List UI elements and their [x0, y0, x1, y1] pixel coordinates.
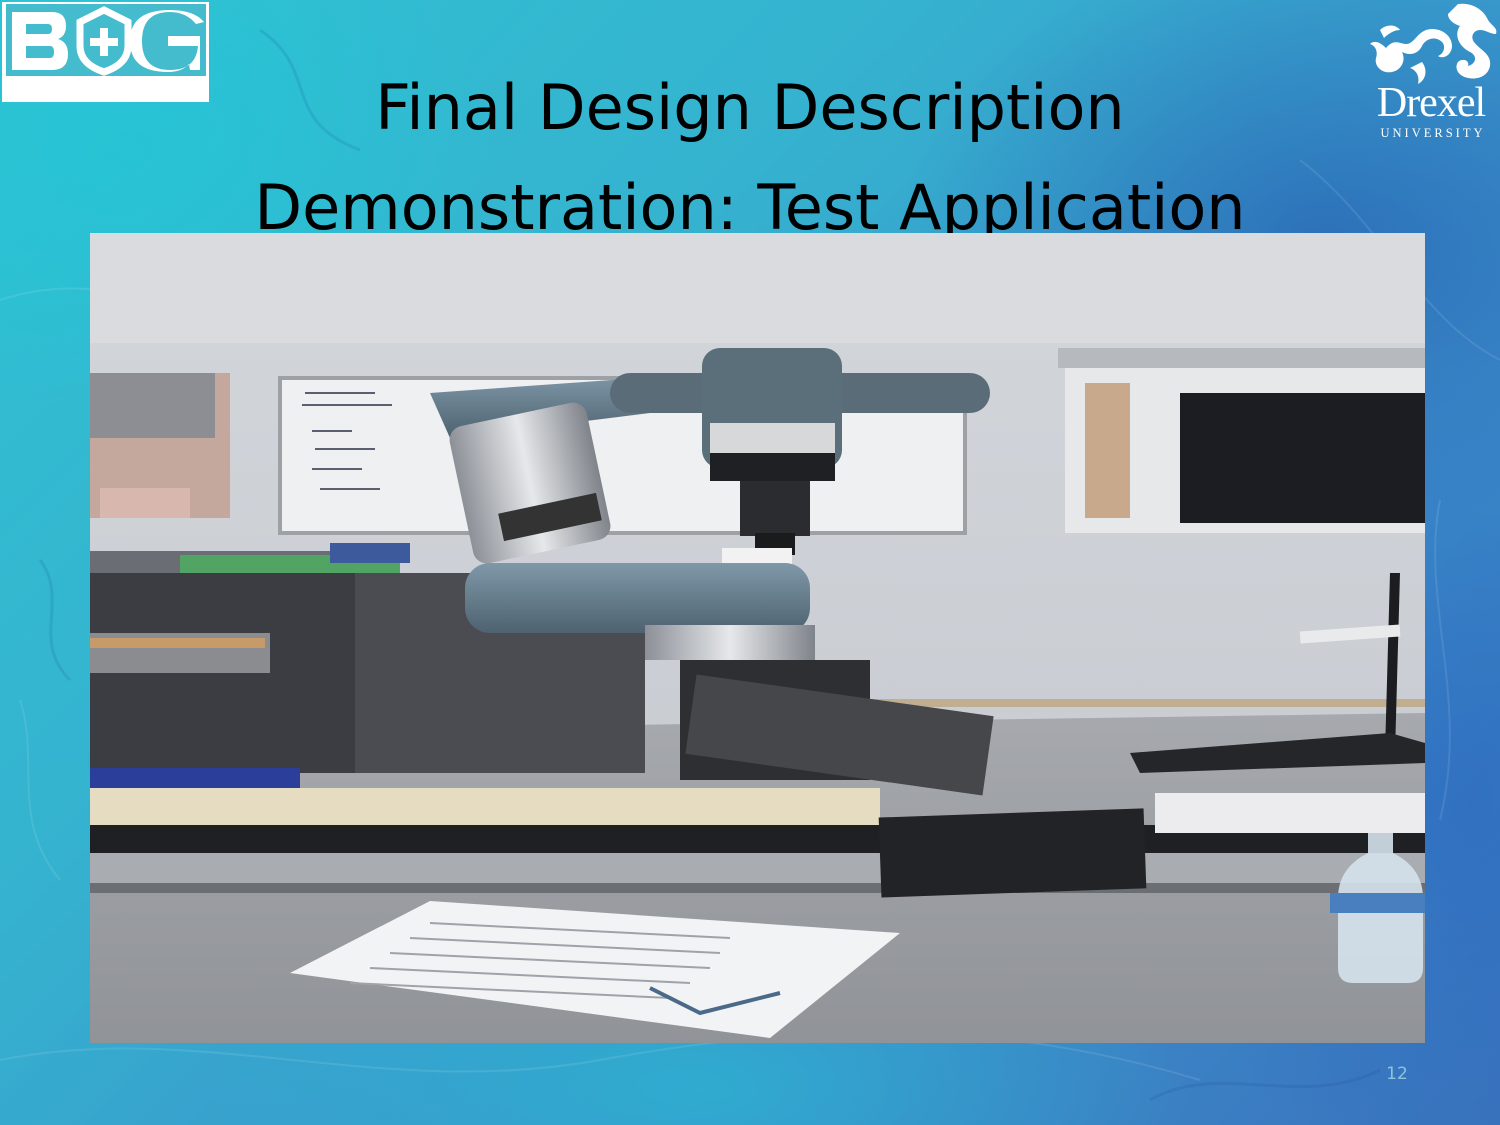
drexel-logo: Drexel UNIVERSITY	[1362, 0, 1500, 145]
demo-video-frame[interactable]	[90, 233, 1425, 1043]
drexel-dragon-icon	[1370, 3, 1497, 84]
bg-logo-subtitle: MANUFACTURING	[26, 80, 191, 96]
robot-demo-scene	[90, 233, 1425, 1043]
bg-manufacturing-logo: MANUFACTURING	[0, 0, 212, 103]
drexel-subtitle: UNIVERSITY	[1380, 126, 1486, 140]
drexel-wordmark: Drexel	[1376, 80, 1486, 126]
title-line-1: Final Design Description	[375, 71, 1125, 144]
title-line-2: Demonstration: Test Application	[254, 171, 1246, 244]
slide-title: Final Design Description Demonstration: …	[150, 58, 1350, 258]
slide-number: 12	[1386, 1064, 1408, 1084]
